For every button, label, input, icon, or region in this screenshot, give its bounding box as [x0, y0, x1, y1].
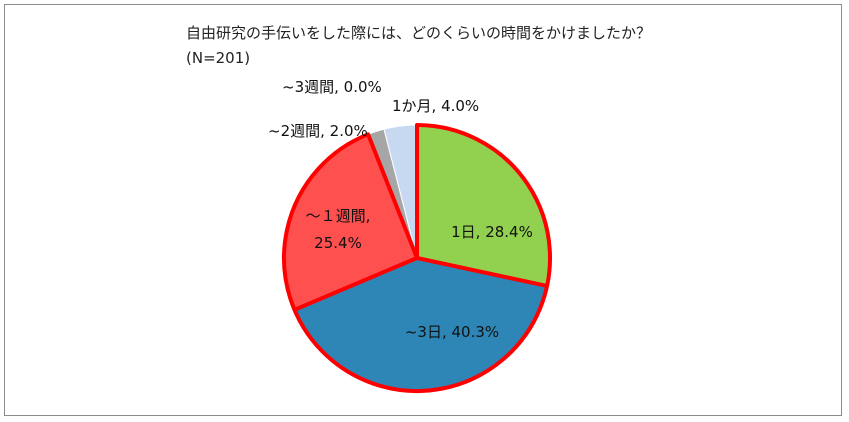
slice-label-4: ~3週間, 0.0% [282, 78, 382, 96]
highlight-outline [282, 123, 552, 393]
slice-label-5: 1か月, 4.0% [392, 97, 479, 115]
slice-label-2: ～１週間, 25.4% [306, 207, 371, 252]
slice-label-3: ~2週間, 2.0% [268, 122, 368, 140]
slice-label-0: 1日, 28.4% [451, 223, 533, 241]
chart-subtitle: (N=201) [186, 49, 251, 67]
chart-title: 自由研究の手伝いをした際には、どのくらいの時間をかけましたか？ [186, 24, 652, 42]
slice-label-1: ~3日, 40.3% [405, 323, 499, 341]
